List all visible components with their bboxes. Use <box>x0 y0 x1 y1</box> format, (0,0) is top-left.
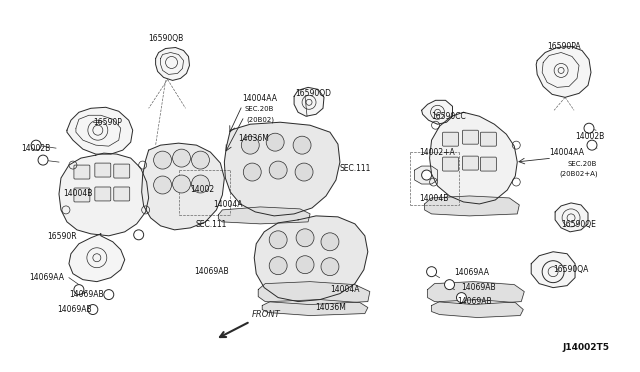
Polygon shape <box>254 216 368 302</box>
Polygon shape <box>218 207 310 224</box>
Circle shape <box>134 230 143 240</box>
Circle shape <box>154 176 172 194</box>
Text: 14004A: 14004A <box>330 285 360 294</box>
FancyBboxPatch shape <box>442 132 458 146</box>
Text: 14069AB: 14069AB <box>195 267 229 276</box>
FancyBboxPatch shape <box>74 165 90 179</box>
Text: 14004B: 14004B <box>63 189 92 199</box>
FancyBboxPatch shape <box>74 188 90 202</box>
Circle shape <box>173 149 191 167</box>
Text: FRONT: FRONT <box>252 311 281 320</box>
FancyBboxPatch shape <box>114 164 130 178</box>
Text: 16590QB: 16590QB <box>148 34 184 43</box>
Text: J14002T5: J14002T5 <box>562 343 609 352</box>
Text: 14002B: 14002B <box>575 132 604 141</box>
Polygon shape <box>225 122 340 216</box>
Circle shape <box>241 136 259 154</box>
FancyBboxPatch shape <box>463 156 479 170</box>
Text: 14002B: 14002B <box>21 144 51 153</box>
Polygon shape <box>531 252 575 288</box>
Circle shape <box>295 163 313 181</box>
Polygon shape <box>69 234 125 282</box>
Polygon shape <box>429 112 517 204</box>
Circle shape <box>38 155 48 165</box>
Text: 14002+A: 14002+A <box>420 148 456 157</box>
Text: 14004AA: 14004AA <box>243 94 277 103</box>
Circle shape <box>154 151 172 169</box>
Text: 14004B: 14004B <box>420 195 449 203</box>
Text: 16590R: 16590R <box>47 232 77 241</box>
Circle shape <box>296 229 314 247</box>
Polygon shape <box>422 100 452 124</box>
Text: 16590CC: 16590CC <box>431 112 467 121</box>
Circle shape <box>191 151 209 169</box>
Text: SEC.111: SEC.111 <box>340 164 371 173</box>
FancyBboxPatch shape <box>463 130 479 144</box>
Polygon shape <box>536 46 591 97</box>
Polygon shape <box>141 143 225 230</box>
Circle shape <box>296 256 314 274</box>
Text: 14004A: 14004A <box>213 201 243 209</box>
Circle shape <box>427 267 436 277</box>
Circle shape <box>31 140 41 150</box>
Polygon shape <box>156 48 189 80</box>
Text: 14069AA: 14069AA <box>454 268 490 277</box>
Text: 16590P: 16590P <box>93 118 122 127</box>
Polygon shape <box>67 107 132 154</box>
Circle shape <box>269 257 287 275</box>
Text: SEC.20B: SEC.20B <box>244 106 274 112</box>
Text: 14069AB: 14069AB <box>57 305 92 314</box>
FancyBboxPatch shape <box>481 157 497 171</box>
Circle shape <box>243 163 261 181</box>
Text: 14036M: 14036M <box>238 134 269 143</box>
FancyBboxPatch shape <box>95 187 111 201</box>
Circle shape <box>584 123 594 133</box>
Text: 14069AB: 14069AB <box>69 290 104 299</box>
Text: SEC.111: SEC.111 <box>195 220 227 230</box>
Circle shape <box>422 170 431 180</box>
FancyBboxPatch shape <box>442 157 458 171</box>
Text: 16590QA: 16590QA <box>553 265 589 274</box>
Circle shape <box>321 233 339 251</box>
Circle shape <box>321 258 339 276</box>
Circle shape <box>74 285 84 295</box>
Polygon shape <box>258 282 370 305</box>
Circle shape <box>104 290 114 299</box>
Text: 16590PA: 16590PA <box>547 42 580 51</box>
Polygon shape <box>294 87 324 116</box>
Circle shape <box>191 175 209 193</box>
Polygon shape <box>431 299 524 318</box>
Circle shape <box>293 136 311 154</box>
Polygon shape <box>555 203 588 232</box>
Text: 16590QD: 16590QD <box>295 89 331 98</box>
Circle shape <box>445 280 454 290</box>
Circle shape <box>269 231 287 249</box>
Polygon shape <box>59 153 148 236</box>
Circle shape <box>173 175 191 193</box>
Polygon shape <box>428 282 524 305</box>
FancyBboxPatch shape <box>481 132 497 146</box>
Text: 14069AB: 14069AB <box>461 283 496 292</box>
FancyBboxPatch shape <box>95 163 111 177</box>
Polygon shape <box>415 166 438 184</box>
Circle shape <box>456 293 467 302</box>
Text: 14036M: 14036M <box>315 303 346 312</box>
Circle shape <box>269 161 287 179</box>
Text: 14004AA: 14004AA <box>549 148 584 157</box>
Text: (20B02+A): (20B02+A) <box>559 171 598 177</box>
Circle shape <box>88 305 98 314</box>
Circle shape <box>587 140 597 150</box>
Text: SEC.20B: SEC.20B <box>567 161 596 167</box>
Polygon shape <box>424 196 519 216</box>
FancyBboxPatch shape <box>114 187 130 201</box>
Circle shape <box>266 133 284 151</box>
Polygon shape <box>262 299 368 315</box>
Text: (20B02): (20B02) <box>246 116 275 122</box>
Text: 14002: 14002 <box>191 186 214 195</box>
Text: 14069AB: 14069AB <box>458 297 492 306</box>
Text: 16590QE: 16590QE <box>561 220 596 230</box>
Text: 14069AA: 14069AA <box>29 273 64 282</box>
